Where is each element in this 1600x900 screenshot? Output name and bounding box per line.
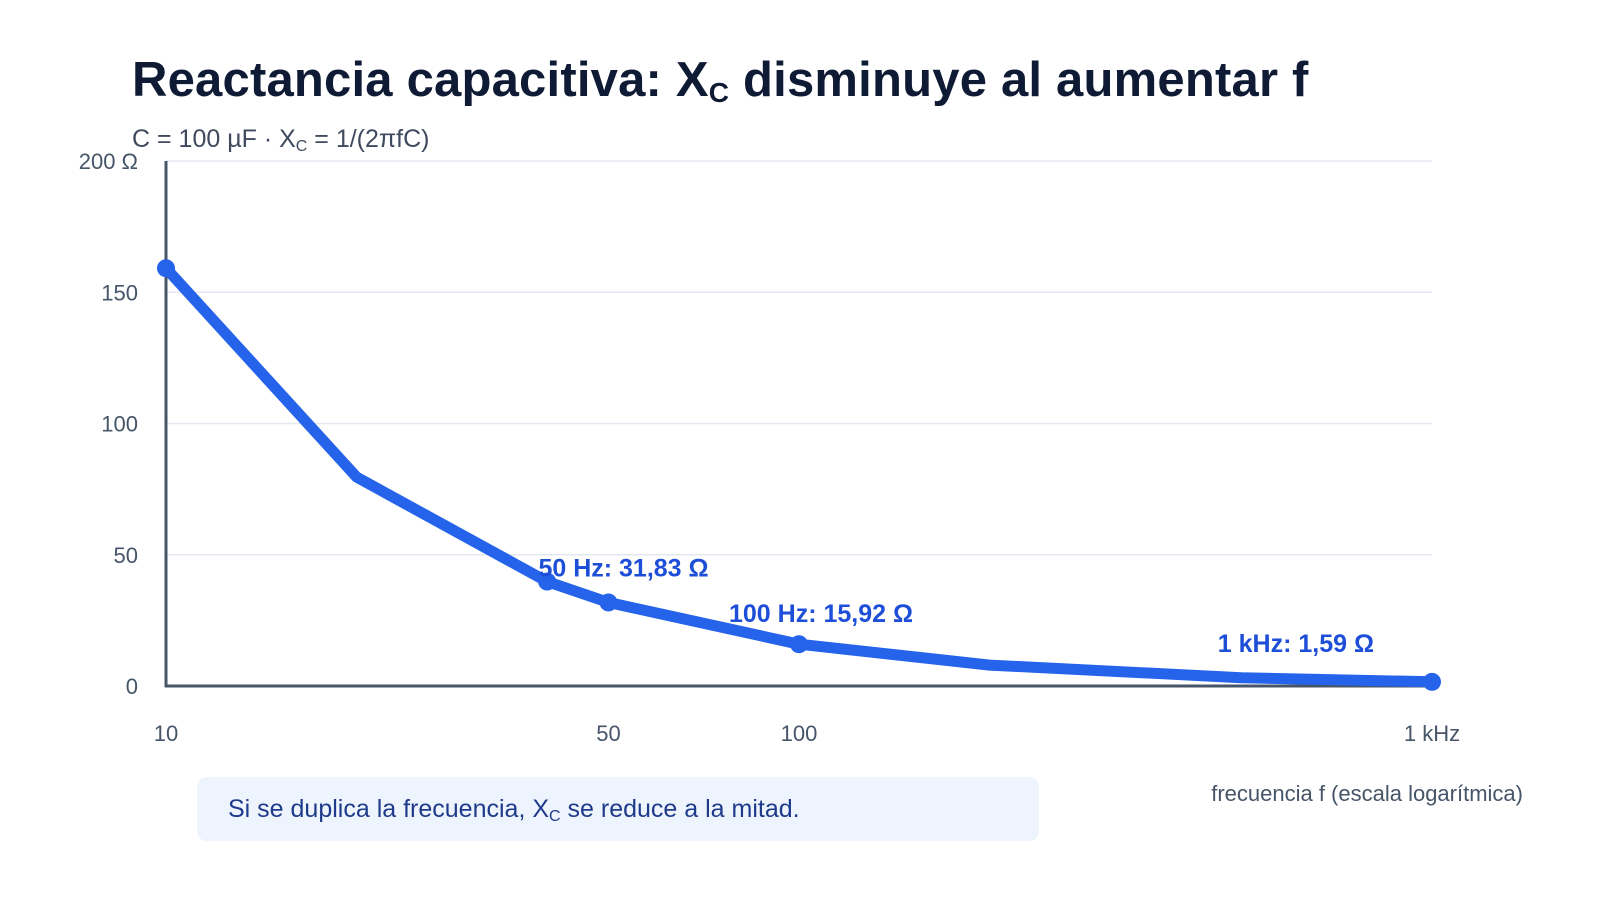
data-point-3 [790,635,808,654]
marker-layer [157,259,1441,691]
y-tick-label-3: 150 [101,280,138,305]
data-point-2 [599,593,618,612]
x-tick-label-0: 10 [154,721,178,746]
y-tick-label-1: 50 [114,543,138,568]
y-tick-label-4: 200 Ω [79,149,138,174]
series-layer [160,262,1438,688]
grid-lines [166,160,1432,556]
data-point-1 [538,572,557,591]
annotation-label-2: 1 kHz: 1,59 Ω [1218,630,1374,658]
annotation-label-0: 50 Hz: 31,83 Ω [538,554,708,582]
y-tick-label-0: 0 [126,674,138,699]
chart-title: Reactancia capacitiva: XC disminuye al a… [132,53,1309,108]
annotation-layer: 50 Hz: 31,83 Ω 100 Hz: 15,92 Ω 1 kHz: 1,59… [538,554,1374,657]
annotation-label-1: 100 Hz: 15,92 Ω [729,600,913,628]
y-tick-label-2: 100 [101,412,138,437]
data-point-4 [1423,672,1441,691]
series-line-0 [160,262,1438,688]
info-note: Si se duplica la frecuencia, XC se reduc… [197,777,1039,841]
x-tick-label-3: 1 kHz [1404,721,1460,746]
x-tick-label-1: 50 [596,721,620,746]
x-axis-label: frecuencia f (escala logarítmica) [1211,781,1523,806]
chart-subtitle: C = 100 µF · XC = 1/(2πfC) [132,125,430,155]
data-point-0 [157,259,175,278]
axes: 0 50 100 150 200 Ω 10 50 100 1 kHz frecuencia f (… [79,149,1523,806]
x-tick-label-2: 100 [781,721,818,746]
